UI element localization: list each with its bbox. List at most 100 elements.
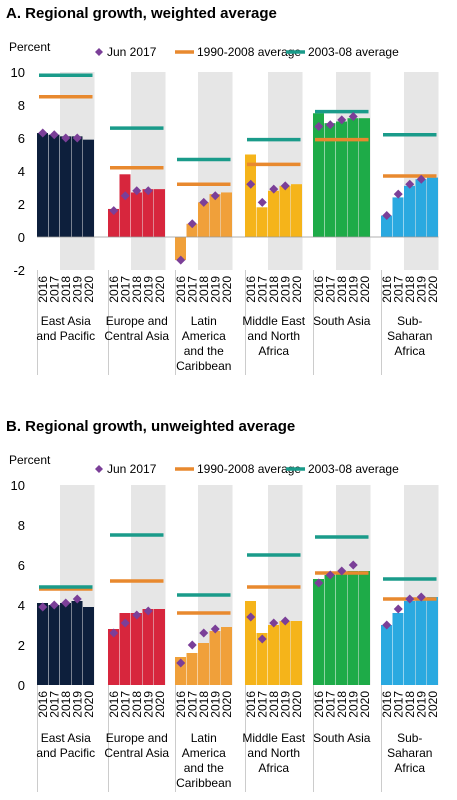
category-label: Africa [394,344,425,358]
jun2017-marker [257,634,267,644]
bar [359,118,370,237]
bar [83,607,94,685]
panel-a: A. Regional growth, weighted average Per… [6,5,440,375]
category-label: and Pacific [36,329,95,343]
jun2017-marker [49,130,59,140]
x-tick-label-year: 2016 [244,276,258,303]
x-tick-label-year: 2017 [255,691,269,718]
bar [48,605,60,685]
x-tick-label-year: 2017 [47,276,61,303]
x-tick-label-year: 2020 [153,276,167,303]
bar [119,174,131,237]
category-label: Caribbean [176,359,231,373]
x-tick-label-year: 2018 [59,276,73,303]
x-tick-label-year: 2019 [278,276,292,303]
jun2017-marker [120,191,130,201]
y-tick-label: 6 [18,131,25,146]
jun2017-marker [72,594,82,604]
x-tick-label-year: 2020 [82,276,96,303]
jun2017-marker [199,197,209,207]
bar [268,190,279,237]
bar [48,134,60,237]
jun2017-marker [246,179,256,189]
x-tick-label-year: 2017 [255,276,269,303]
x-tick-label-year: 2018 [130,691,144,718]
bar [154,609,165,685]
y-tick-label: 0 [18,678,25,693]
category-label: Saharan [387,746,432,760]
x-tick-label-year: 2020 [82,691,96,718]
bar [221,192,232,237]
x-tick-label-year: 2019 [70,276,84,303]
jun2017-marker [132,186,142,196]
jun2017-marker [314,121,324,131]
category-label: and the [184,761,224,775]
category-label: and North [247,746,300,760]
category-label: Europe and [106,731,168,745]
x-tick-label-year: 2019 [208,276,222,303]
x-tick-label-year: 2019 [414,691,428,718]
x-tick-label-year: 2018 [403,276,417,303]
y-tick-label: 2 [18,197,25,212]
shaded-region [268,72,303,270]
chart-a: Percent Jun 2017 1990-2008 average 2003-08 … [9,40,440,375]
x-tick-label-year: 2016 [174,691,188,718]
bar [186,653,198,685]
y-tick-label: 10 [11,65,25,80]
category-label: Sub- [397,731,422,745]
jun2017-marker [199,628,209,638]
category-label: South Asia [313,314,371,328]
bar [336,573,347,685]
panel-b: B. Regional growth, unweighted average P… [0,413,457,800]
x-tick-label-year: 2018 [267,691,281,718]
jun2017-marker [393,189,403,199]
bar [404,185,415,237]
legend-label-1990-2008: 1990-2008 average [197,45,301,59]
jun2017-marker [269,184,279,194]
jun2017-marker [187,640,197,650]
x-tick-label-year: 2018 [267,276,281,303]
x-tick-label-year: 2016 [380,276,394,303]
category-label: America [182,329,226,343]
jun2017-marker [61,133,71,143]
category-label: Africa [258,344,289,358]
bar [279,621,291,685]
x-tick-label-year: 2017 [47,691,61,718]
y-tick-label: 8 [18,98,25,113]
legend-label-1990-2008: 1990-2008 average [197,462,301,476]
bar [324,575,336,685]
x-tick-label-year: 2016 [36,691,50,718]
bar [427,597,438,685]
bar [37,133,48,237]
x-tick-label-year: 2018 [130,276,144,303]
jun2017-marker [210,624,220,634]
legend-label-2003-08: 2003-08 average [308,462,399,476]
bar [381,215,392,237]
x-tick-label-year: 2020 [358,276,372,303]
x-tick-label-year: 2020 [290,691,304,718]
category-label: and Pacific [36,746,95,760]
bar [221,627,232,685]
bar [198,202,209,237]
category-label: and the [184,344,224,358]
x-tick-label-year: 2016 [36,276,50,303]
jun2017-marker [109,206,119,216]
y-tick-label: 6 [18,558,25,573]
bar [175,657,186,685]
bar [131,192,142,237]
x-tick-label-year: 2020 [358,691,372,718]
x-tick-label-year: 2018 [335,691,349,718]
bar [154,189,165,237]
x-tick-label-year: 2016 [244,691,258,718]
bar [347,571,359,685]
x-tick-label-year: 2016 [312,276,326,303]
legend-label-jun2017: Jun 2017 [107,45,157,59]
x-tick-label-year: 2017 [185,691,199,718]
category-label: Central Asia [104,329,169,343]
jun2017-marker [72,133,82,143]
x-tick-label-year: 2019 [346,276,360,303]
bar [198,643,209,685]
jun2017-marker [257,197,267,207]
category-label: America [182,746,226,760]
jun2017-marker [132,610,142,620]
